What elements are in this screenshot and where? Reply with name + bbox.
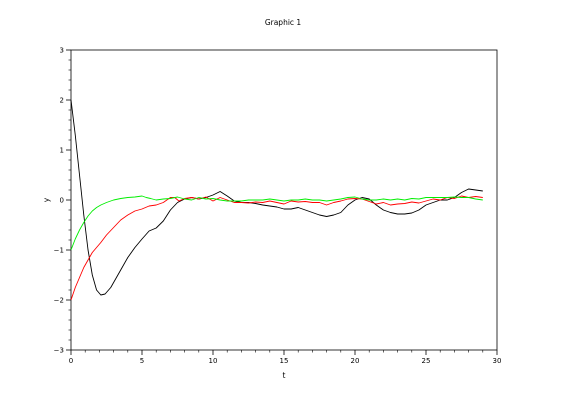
x-tick-label: 25: [422, 357, 431, 365]
plot-area: 0 5 10 15 20 25 30 −3 −2 −1 0 1 2 3: [54, 47, 502, 366]
y-tick-label: 1: [60, 147, 64, 155]
series-layer: [70, 99, 483, 301]
ticks-layer: 0 5 10 15 20 25 30 −3 −2 −1 0 1 2 3: [54, 47, 502, 366]
y-tick-label: −1: [54, 247, 64, 255]
x-tick-label: 20: [351, 357, 360, 365]
y-tick-label: −3: [54, 347, 64, 355]
x-tick-label: 30: [493, 357, 502, 365]
x-tick-label: 0: [69, 357, 73, 365]
series-line-1: [70, 99, 483, 296]
x-axis-label: t: [283, 371, 286, 380]
series-line-3: [70, 195, 483, 251]
series-line-2: [70, 195, 483, 301]
x-tick-label: 15: [280, 357, 289, 365]
y-axis-label: y: [42, 197, 51, 202]
plot-frame: [70, 49, 498, 351]
x-tick-label: 10: [209, 357, 218, 365]
x-tick-label: 5: [140, 357, 144, 365]
chart-title: Graphic 1: [265, 18, 302, 27]
y-tick-label: 2: [60, 97, 64, 105]
y-tick-label: 3: [60, 47, 64, 55]
y-tick-label: −2: [54, 297, 64, 305]
y-tick-label: 0: [60, 197, 64, 205]
